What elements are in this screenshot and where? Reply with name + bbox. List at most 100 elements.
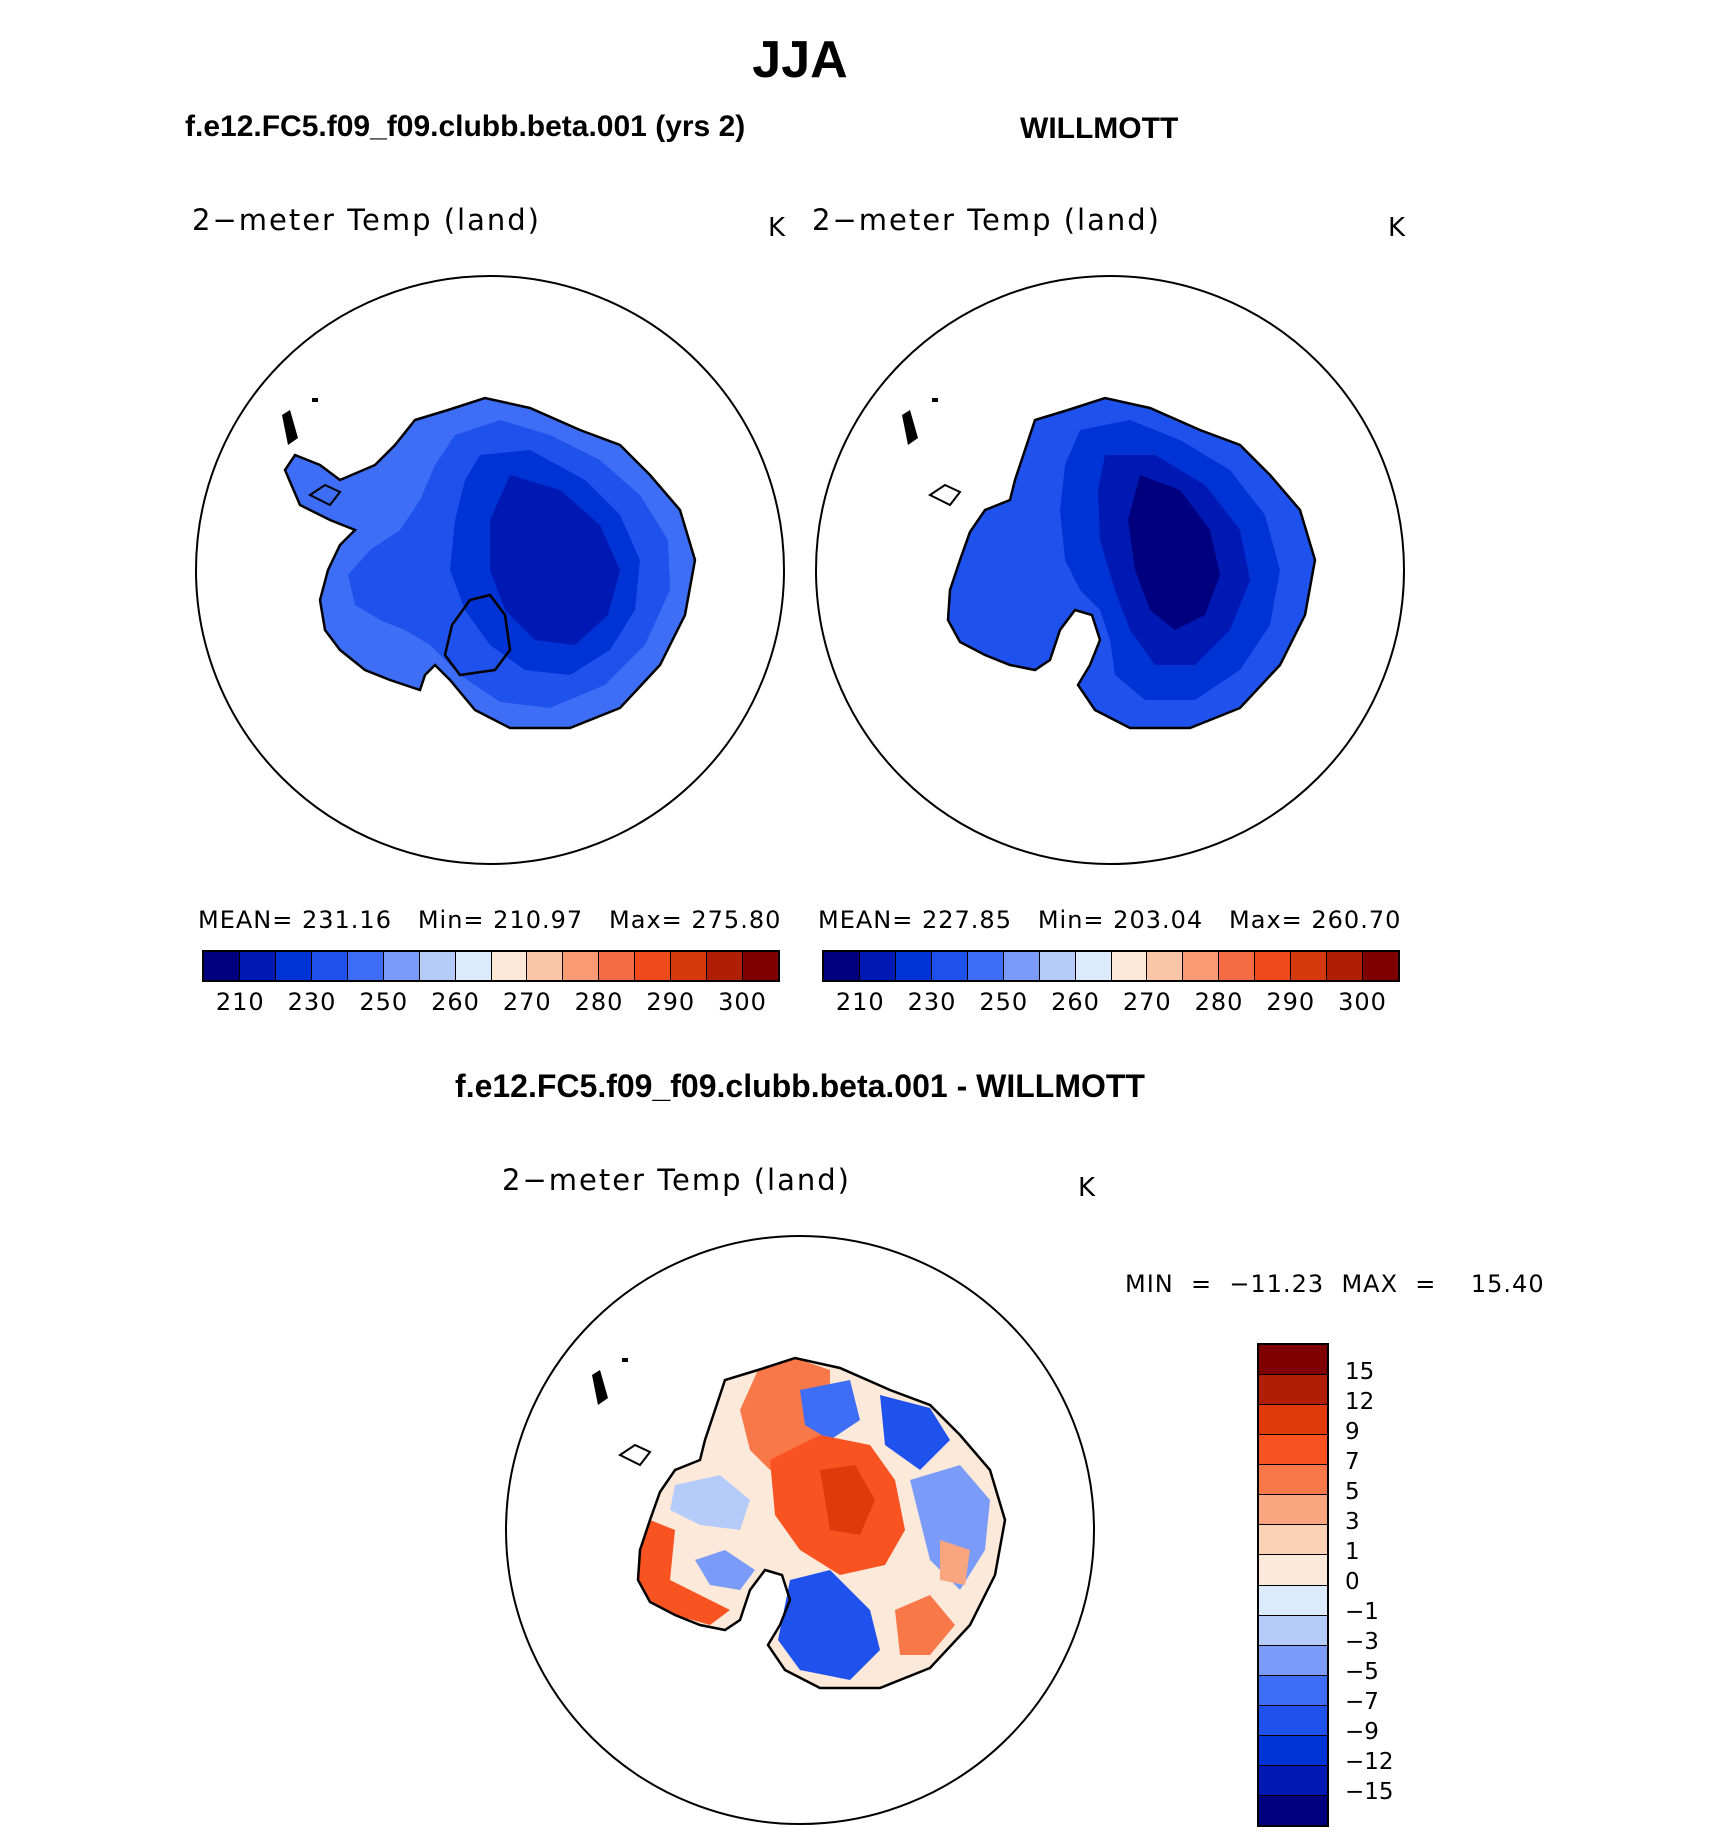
- left-colorbar-swatch: [239, 952, 276, 980]
- diff-colorbar-label: −12: [1345, 1749, 1394, 1775]
- right-colorbar-label: 280: [1194, 988, 1244, 1016]
- right-stats: MEAN= 227.85 Min= 203.04 Max= 260.70: [818, 906, 1402, 934]
- diff-colorbar-swatch: [1259, 1405, 1327, 1436]
- right-colorbar-label: 250: [979, 988, 1029, 1016]
- left-colorbar-label: 270: [502, 988, 552, 1016]
- right-colorbar-swatch: [859, 952, 896, 980]
- left-unit: K: [768, 213, 786, 243]
- left-map: [195, 275, 785, 865]
- left-colorbar-swatch: [383, 952, 420, 980]
- left-colorbar-swatch: [707, 952, 744, 980]
- right-colorbar-swatch: [1075, 952, 1112, 980]
- diff-colorbar-label: −15: [1345, 1779, 1394, 1805]
- right-colorbar-swatch: [967, 952, 1004, 980]
- right-colorbar-swatch: [824, 952, 860, 980]
- left-colorbar-swatch: [491, 952, 528, 980]
- right-colorbar-swatch: [1219, 952, 1256, 980]
- diff-colorbar-label: −1: [1345, 1599, 1379, 1625]
- right-colorbar-label: 230: [907, 988, 957, 1016]
- right-colorbar: [822, 950, 1400, 982]
- right-colorbar-swatch: [895, 952, 932, 980]
- right-colorbar-swatch: [1255, 952, 1292, 980]
- diff-colorbar-label: 5: [1345, 1479, 1360, 1505]
- right-colorbar-swatch: [1147, 952, 1184, 980]
- diff-colorbar-swatch: [1259, 1645, 1327, 1676]
- diff-variable-title: 2−meter Temp (land): [502, 1163, 851, 1197]
- right-colorbar-swatch: [1111, 952, 1148, 980]
- left-colorbar-label: 250: [359, 988, 409, 1016]
- right-colorbar-swatch: [1291, 952, 1328, 980]
- diff-colorbar-label: 0: [1345, 1569, 1360, 1595]
- left-colorbar-swatch: [599, 952, 636, 980]
- diff-map: [505, 1235, 1095, 1825]
- left-colorbar-swatch: [275, 952, 312, 980]
- diff-colorbar-label: −5: [1345, 1659, 1379, 1685]
- diff-colorbar-swatch: [1259, 1555, 1327, 1586]
- diff-colorbar-label: 1: [1345, 1539, 1360, 1565]
- right-colorbar-label: 290: [1266, 988, 1316, 1016]
- left-antarctica: [282, 396, 697, 730]
- left-colorbar-swatch: [311, 952, 348, 980]
- right-colorbar-label: 260: [1051, 988, 1100, 1016]
- diff-colorbar-swatch: [1259, 1495, 1327, 1526]
- diff-unit: K: [1078, 1173, 1096, 1203]
- left-colorbar-swatch: [527, 952, 564, 980]
- diff-case-title: f.e12.FC5.f09_f09.clubb.beta.001 - WILLM…: [455, 1068, 1145, 1104]
- diff-colorbar-label: 9: [1345, 1419, 1360, 1445]
- left-colorbar-label: 300: [718, 988, 767, 1016]
- left-colorbar-swatch: [204, 952, 240, 980]
- right-unit: K: [1388, 213, 1406, 243]
- right-map: [815, 275, 1405, 865]
- diff-colorbar-swatch: [1259, 1615, 1327, 1646]
- right-colorbar-swatch: [1363, 952, 1398, 980]
- right-colorbar-label: 270: [1122, 988, 1172, 1016]
- diff-colorbar-swatch: [1259, 1795, 1327, 1825]
- diff-colorbar-swatch: [1259, 1435, 1327, 1466]
- left-colorbar-label: 290: [646, 988, 696, 1016]
- diff-colorbar-swatch: [1259, 1765, 1327, 1796]
- left-colorbar-swatch: [671, 952, 708, 980]
- diff-colorbar-label: −9: [1345, 1719, 1379, 1745]
- right-colorbar-swatch: [1183, 952, 1220, 980]
- left-colorbar-label: 280: [574, 988, 624, 1016]
- left-colorbar-label: 230: [287, 988, 337, 1016]
- diff-colorbar-label: 15: [1345, 1359, 1375, 1385]
- right-antarctica: [902, 396, 1317, 730]
- left-case-title: f.e12.FC5.f09_f09.clubb.beta.001 (yrs 2): [185, 110, 746, 143]
- right-case-title: WILLMOTT: [1020, 112, 1179, 145]
- diff-colorbar-swatch: [1259, 1525, 1327, 1556]
- right-colorbar-label: 210: [835, 988, 885, 1016]
- diff-colorbar-swatch: [1259, 1375, 1327, 1406]
- left-colorbar-label: 210: [215, 988, 265, 1016]
- diff-colorbar-swatch: [1259, 1465, 1327, 1496]
- diff-colorbar-swatch: [1259, 1705, 1327, 1736]
- left-colorbar-swatch: [455, 952, 492, 980]
- right-colorbar-label: 300: [1338, 988, 1387, 1016]
- diff-colorbar-swatch: [1259, 1585, 1327, 1616]
- diff-min-max: MIN = −11.23 MAX = 15.40: [1125, 1270, 1545, 1298]
- left-colorbar-swatch: [635, 952, 672, 980]
- diff-colorbar-label: −7: [1345, 1689, 1379, 1715]
- left-colorbar-swatch: [743, 952, 778, 980]
- diff-colorbar: [1257, 1343, 1329, 1827]
- left-colorbar-swatch: [347, 952, 384, 980]
- right-variable-title: 2−meter Temp (land): [812, 203, 1161, 237]
- diff-colorbar-label: −3: [1345, 1629, 1379, 1655]
- left-variable-title: 2−meter Temp (land): [192, 203, 541, 237]
- diff-colorbar-label: 3: [1345, 1509, 1360, 1535]
- diff-colorbar-label: 12: [1345, 1389, 1375, 1415]
- diff-colorbar-label: 7: [1345, 1449, 1360, 1475]
- left-colorbar: [202, 950, 780, 982]
- right-colorbar-swatch: [931, 952, 968, 980]
- diff-colorbar-swatch: [1259, 1675, 1327, 1706]
- left-colorbar-label: 260: [431, 988, 480, 1016]
- left-colorbar-swatch: [563, 952, 600, 980]
- figure-title: JJA: [752, 31, 848, 89]
- diff-colorbar-swatch: [1259, 1345, 1327, 1376]
- left-colorbar-swatch: [419, 952, 456, 980]
- right-colorbar-swatch: [1003, 952, 1040, 980]
- left-stats: MEAN= 231.16 Min= 210.97 Max= 275.80: [198, 906, 782, 934]
- right-colorbar-swatch: [1039, 952, 1076, 980]
- diff-colorbar-swatch: [1259, 1735, 1327, 1766]
- diff-antarctica: [592, 1356, 1007, 1690]
